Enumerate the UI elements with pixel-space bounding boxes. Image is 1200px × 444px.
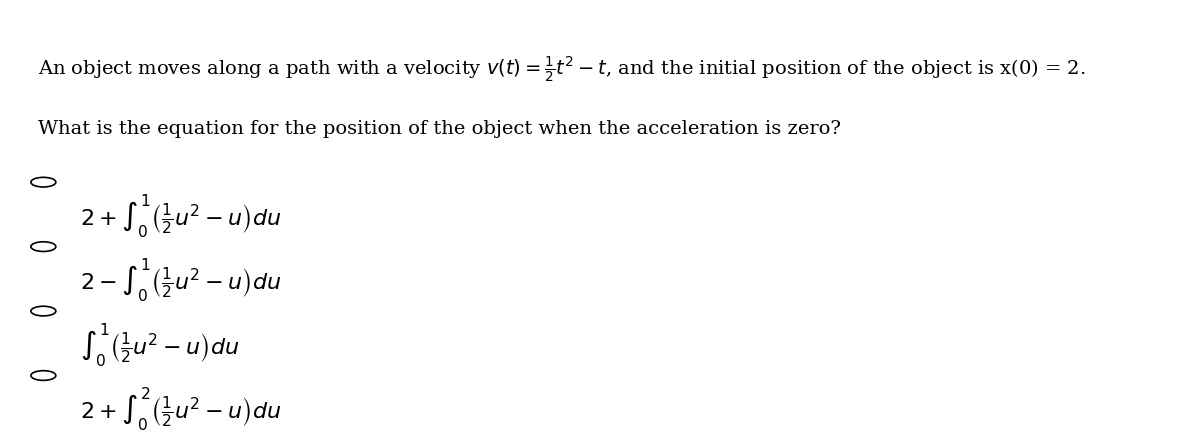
Text: $2 - \int_0^1 \left(\frac{1}{2}u^2 - u\right) du$: $2 - \int_0^1 \left(\frac{1}{2}u^2 - u\r…	[79, 257, 281, 305]
Text: What is the equation for the position of the object when the acceleration is zer: What is the equation for the position of…	[38, 120, 841, 138]
Text: $2 + \int_0^1 \left(\frac{1}{2}u^2 - u\right) du$: $2 + \int_0^1 \left(\frac{1}{2}u^2 - u\r…	[79, 192, 281, 240]
Text: An object moves along a path with a velocity $v(t) = \frac{1}{2}t^2 - t$, and th: An object moves along a path with a velo…	[38, 56, 1086, 85]
Text: $\int_0^1 \left(\frac{1}{2}u^2 - u\right) du$: $\int_0^1 \left(\frac{1}{2}u^2 - u\right…	[79, 321, 240, 369]
Text: $2 + \int_0^2 \left(\frac{1}{2}u^2 - u\right) du$: $2 + \int_0^2 \left(\frac{1}{2}u^2 - u\r…	[79, 385, 281, 433]
